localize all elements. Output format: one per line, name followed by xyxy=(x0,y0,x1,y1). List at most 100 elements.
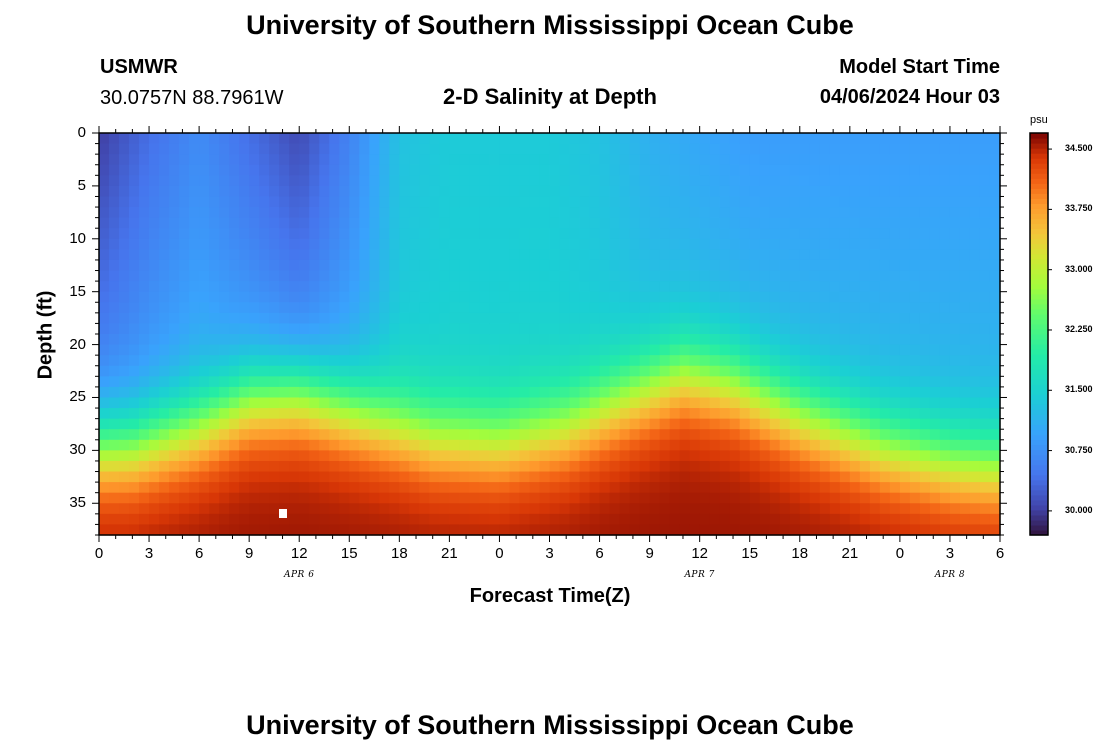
heatmap-cell xyxy=(919,429,931,441)
heatmap-cell xyxy=(529,386,541,399)
colorbar-swatch xyxy=(1030,399,1048,405)
heatmap-cell xyxy=(709,302,721,314)
colorbar-swatch xyxy=(1030,379,1048,385)
heatmap-cell xyxy=(879,259,891,272)
heatmap-cell xyxy=(369,175,380,187)
heatmap-cell xyxy=(769,228,781,240)
heatmap-cell xyxy=(799,408,811,420)
heatmap-cell xyxy=(299,450,310,462)
heatmap-cell xyxy=(519,270,531,282)
heatmap-cell xyxy=(919,249,931,261)
heatmap-cell xyxy=(329,164,340,176)
heatmap-cell xyxy=(419,365,430,377)
heatmap-cell xyxy=(489,492,501,504)
heatmap-cell xyxy=(399,323,410,335)
heatmap-cell xyxy=(989,312,1001,325)
heatmap-cell xyxy=(179,397,190,409)
heatmap-cell xyxy=(299,143,310,155)
heatmap-cell xyxy=(399,418,410,430)
heatmap-cell xyxy=(189,312,200,325)
heatmap-cell xyxy=(959,471,971,483)
heatmap-cell xyxy=(829,154,841,166)
heatmap-cell xyxy=(219,344,230,356)
heatmap-cell xyxy=(249,418,260,430)
heatmap-cell xyxy=(679,439,691,451)
x-tick-label: 9 xyxy=(645,545,654,562)
heatmap-cell xyxy=(949,450,961,462)
heatmap-cell xyxy=(749,429,761,441)
heatmap-cell xyxy=(269,450,280,462)
heatmap-cell xyxy=(599,439,611,451)
heatmap-cell xyxy=(939,471,951,483)
heatmap-cell xyxy=(949,503,961,515)
heatmap-cell xyxy=(529,217,541,229)
colorbar-swatch xyxy=(1030,384,1048,390)
heatmap-cell xyxy=(369,133,380,145)
heatmap-cell xyxy=(929,249,941,261)
heatmap-cell xyxy=(749,249,761,261)
heatmap-cell xyxy=(439,249,450,261)
heatmap-cell xyxy=(189,355,200,367)
heatmap-cell xyxy=(449,238,460,250)
heatmap-cell xyxy=(619,270,631,282)
heatmap-cell xyxy=(349,228,360,240)
heatmap-cell xyxy=(389,312,400,325)
heatmap-cell xyxy=(959,217,971,229)
heatmap-cell xyxy=(479,323,491,335)
heatmap-cell xyxy=(489,439,501,451)
heatmap-cell xyxy=(159,154,170,166)
heatmap-cell xyxy=(629,450,641,462)
heatmap-cell xyxy=(559,386,571,399)
heatmap-cell xyxy=(239,397,250,409)
colorbar-swatch xyxy=(1030,469,1048,476)
heatmap-cell xyxy=(949,281,961,293)
heatmap-cell xyxy=(369,238,380,250)
heatmap-cell xyxy=(189,207,200,219)
heatmap-cell xyxy=(429,386,440,399)
heatmap-cell xyxy=(839,217,851,229)
heatmap-cell xyxy=(689,154,701,166)
heatmap-cell xyxy=(979,175,991,187)
heatmap-cell xyxy=(359,460,370,473)
heatmap-cell xyxy=(289,355,300,367)
heatmap-cell xyxy=(379,386,390,399)
heatmap-cell xyxy=(709,133,721,145)
heatmap-cell xyxy=(899,397,911,409)
heatmap-cell xyxy=(629,397,641,409)
heatmap-cell xyxy=(389,344,400,356)
heatmap-cell xyxy=(979,281,991,293)
heatmap-cell xyxy=(739,185,751,198)
heatmap-cell xyxy=(829,365,841,377)
heatmap-cell xyxy=(209,386,220,399)
heatmap-cell xyxy=(369,450,380,462)
heatmap-cell xyxy=(849,450,861,462)
heatmap-cell xyxy=(769,355,781,367)
heatmap-cell xyxy=(839,429,851,441)
heatmap-cell xyxy=(369,259,380,272)
heatmap-cell xyxy=(679,185,691,198)
heatmap-cell xyxy=(659,365,671,377)
heatmap-cell xyxy=(549,397,561,409)
heatmap-cell xyxy=(639,386,651,399)
heatmap-cell xyxy=(729,302,741,314)
heatmap-cell xyxy=(109,217,120,229)
heatmap-cell xyxy=(119,302,130,314)
heatmap-cell xyxy=(439,143,450,155)
heatmap-cell xyxy=(909,482,921,494)
heatmap-cell xyxy=(329,503,340,515)
heatmap-cell xyxy=(589,249,601,261)
heatmap-cell xyxy=(689,238,701,250)
heatmap-cell xyxy=(249,143,260,155)
heatmap-cell xyxy=(119,175,130,187)
heatmap-cell xyxy=(709,418,721,430)
heatmap-cell xyxy=(399,312,410,325)
heatmap-cell xyxy=(589,312,601,325)
heatmap-cell xyxy=(739,312,751,325)
heatmap-cell xyxy=(279,482,290,494)
heatmap-cell xyxy=(289,281,300,293)
heatmap-cell xyxy=(539,228,551,240)
heatmap-cell xyxy=(239,238,250,250)
heatmap-cell xyxy=(379,281,390,293)
heatmap-cell xyxy=(939,355,951,367)
heatmap-cell xyxy=(289,143,300,155)
